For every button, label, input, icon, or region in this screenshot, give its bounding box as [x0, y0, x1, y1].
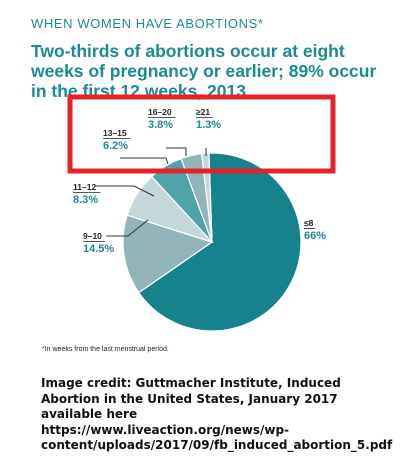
slice-8-or-less	[137, 152, 302, 332]
leader-line	[120, 157, 169, 165]
pie-slices	[122, 152, 302, 332]
value-label: 6.2%	[103, 140, 128, 152]
slice-9-10	[122, 214, 214, 294]
value-label: 8.3%	[73, 194, 98, 206]
value-label: 1.3%	[196, 119, 221, 131]
value-label: 3.8%	[148, 119, 173, 131]
leader-line	[96, 185, 155, 197]
category-label: 16–20	[148, 107, 172, 117]
section-title: WHEN WOMEN HAVE ABORTIONS*	[31, 16, 264, 31]
category-label: ≤8	[304, 218, 314, 228]
leader-lines	[96, 147, 207, 237]
category-label: 9–10	[83, 231, 102, 241]
category-label: 13–15	[103, 128, 127, 138]
footnote: *In weeks from the last menstrual period…	[42, 346, 169, 353]
leader-line	[106, 219, 149, 237]
highlight-box	[67, 94, 336, 174]
slice-21-plus	[200, 152, 213, 243]
value-label: 66%	[304, 230, 326, 242]
category-label: ≥21	[196, 107, 210, 117]
image-credit: Image credit: Guttmacher Institute, Indu…	[41, 376, 393, 452]
slice-labels: ≤8 66% 9–10 14.5% 11–12 8.3% 13–15 6.2% 16–20 3.8…	[73, 107, 326, 255]
leader-line	[166, 147, 187, 156]
category-label: 11–12	[73, 182, 96, 192]
value-label: 14.5%	[83, 243, 114, 255]
